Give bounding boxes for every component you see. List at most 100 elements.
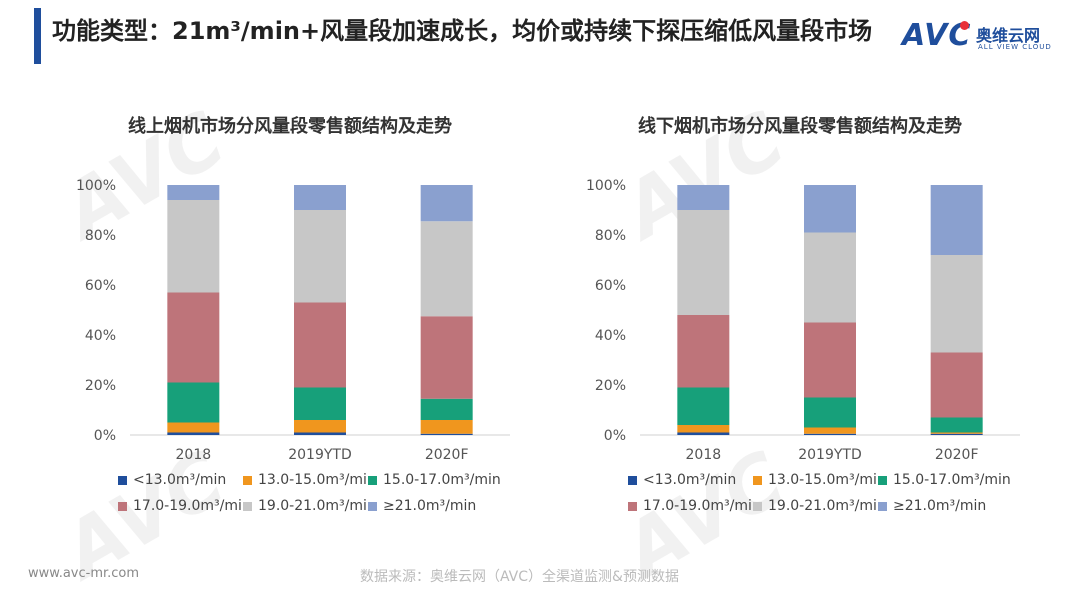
legend-label: 17.0-19.0m³/min (133, 498, 251, 514)
legend-swatch (118, 501, 127, 511)
bar-segment (930, 255, 983, 353)
legend-swatch (878, 475, 887, 485)
x-tick-label: 2020F (935, 447, 979, 463)
y-tick-label: 60% (85, 278, 116, 294)
legend-label: 15.0-17.0m³/min (893, 472, 1011, 488)
bar-segment (677, 315, 730, 388)
bar-segment (420, 433, 473, 435)
y-tick-label: 80% (595, 228, 626, 244)
x-tick-label: 2018 (176, 447, 212, 463)
footer-source: 数据来源：奥维云网（AVC）全渠道监测&预测数据 (360, 569, 679, 585)
y-tick-label: 100% (76, 178, 116, 194)
bar-segment (167, 200, 220, 293)
legend-item: 15.0-17.0m³/min (368, 472, 501, 488)
bar-segment (677, 387, 730, 425)
legend-item: <13.0m³/min (628, 472, 736, 488)
bar-segment (930, 185, 983, 255)
bar-segment (420, 221, 473, 317)
y-tick-label: 40% (595, 328, 626, 344)
bar-segment (167, 382, 220, 423)
bar-segment (420, 185, 473, 222)
legend-swatch (368, 475, 377, 485)
legend-item: ≥21.0m³/min (368, 498, 476, 514)
y-tick-label: 60% (595, 278, 626, 294)
legend-swatch (243, 475, 252, 485)
legend-item: <13.0m³/min (118, 472, 226, 488)
bar-segment (677, 432, 730, 435)
x-tick-label: 2019YTD (288, 447, 352, 463)
y-tick-label: 20% (85, 378, 116, 394)
legend-swatch (628, 501, 637, 511)
y-tick-label: 20% (595, 378, 626, 394)
x-tick-label: 2020F (425, 447, 469, 463)
bar-segment (420, 398, 473, 420)
bar-segment (930, 417, 983, 433)
logo-mark: AVC (902, 18, 972, 53)
bar-segment (294, 210, 346, 303)
bar-segment (804, 232, 856, 323)
legend-label: 13.0-15.0m³/min (258, 472, 376, 488)
logo-name-en: ALL VIEW CLOUD (978, 43, 1052, 51)
bar-segment (930, 352, 983, 418)
bar-segment (294, 432, 346, 435)
legend-item: 19.0-21.0m³/min (753, 498, 886, 514)
legend-item: 17.0-19.0m³/min (118, 498, 251, 514)
bar-segment (167, 185, 220, 200)
chart-title-offline: 线下烟机市场分风量段零售额结构及走势 (638, 116, 962, 137)
legend-item: 17.0-19.0m³/min (628, 498, 761, 514)
bar-segment (294, 302, 346, 388)
legend-item: 19.0-21.0m³/min (243, 498, 376, 514)
legend-swatch (753, 475, 762, 485)
legend-swatch (753, 501, 762, 511)
legend-label: 15.0-17.0m³/min (383, 472, 501, 488)
legend-label: 19.0-21.0m³/min (768, 498, 886, 514)
bar-segment (804, 397, 856, 428)
offline-stacked-bar-chart: 0% 20% 40% 60% 80% 100% 2018 2019YTD 2020F (586, 178, 1020, 463)
y-tick-label: 40% (85, 328, 116, 344)
y-tick-label: 0% (94, 428, 116, 444)
logo-name-cn: 奥维云网 (976, 26, 1041, 45)
bar-segment (804, 185, 856, 233)
legend-label: <13.0m³/min (643, 472, 737, 488)
bar-segment (804, 322, 856, 398)
x-tick-label: 2019YTD (798, 447, 862, 463)
avc-logo: AVC 奥维云网 ALL VIEW CLOUD (902, 18, 1072, 58)
y-tick-label: 100% (586, 178, 626, 194)
legend-swatch (118, 475, 127, 485)
bar-segment (294, 387, 346, 420)
bar-segment (420, 420, 473, 434)
legend-swatch (243, 501, 252, 511)
title-accent-bar (34, 8, 41, 64)
y-tick-label: 80% (85, 228, 116, 244)
online-stacked-bar-chart: 0% 20% 40% 60% 80% 100% 2018 2019YTD 2020F (76, 178, 510, 463)
legend-item: 15.0-17.0m³/min (878, 472, 1011, 488)
legend-label: 17.0-19.0m³/min (643, 498, 761, 514)
legend-label: ≥21.0m³/min (893, 498, 987, 514)
legend-swatch (878, 501, 887, 511)
bar-segment (677, 185, 730, 210)
bar-segment (294, 420, 346, 433)
bar-segment (677, 425, 730, 433)
bar-segment (804, 433, 856, 435)
chart-title-online: 线上烟机市场分风量段零售额结构及走势 (128, 116, 452, 137)
bar-segment (420, 316, 473, 399)
legend-item: 13.0-15.0m³/min (753, 472, 886, 488)
bar-segment (167, 432, 220, 435)
page-title: 功能类型：21m³/min+风量段加速成长，均价或持续下探压缩低风量段市场 (52, 17, 873, 45)
bar-segment (294, 185, 346, 210)
bar-segment (677, 210, 730, 315)
legend-item: 13.0-15.0m³/min (243, 472, 376, 488)
legend-label: 19.0-21.0m³/min (258, 498, 376, 514)
bar-segment (930, 433, 983, 435)
legend-item: ≥21.0m³/min (878, 498, 986, 514)
logo-dot-icon (960, 21, 969, 30)
bar-segment (930, 432, 983, 434)
bar-segment (167, 422, 220, 433)
bar-segment (167, 292, 220, 383)
legend-label: ≥21.0m³/min (383, 498, 477, 514)
legend-label: <13.0m³/min (133, 472, 227, 488)
legend-swatch (368, 501, 377, 511)
legend-swatch (628, 475, 637, 485)
footer-url: www.avc-mr.com (28, 566, 140, 581)
legend-label: 13.0-15.0m³/min (768, 472, 886, 488)
